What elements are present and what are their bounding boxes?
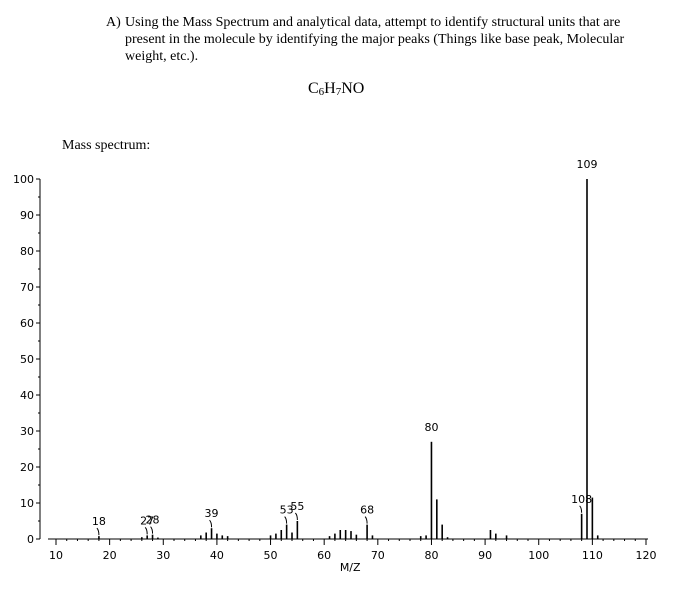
- y-tick-label: 40: [20, 389, 34, 402]
- peak-label-hook: [294, 512, 298, 521]
- x-tick-label: 90: [478, 549, 492, 562]
- peak-label-hook: [364, 516, 368, 524]
- x-tick-label: 30: [156, 549, 170, 562]
- formula-c-count: 6: [318, 86, 325, 98]
- question-block: A) Using the Mass Spectrum and analytica…: [106, 14, 646, 65]
- peak-label: 68: [360, 504, 374, 517]
- molecular-formula: C6H7NO: [308, 80, 364, 98]
- x-tick-label: 100: [528, 549, 549, 562]
- y-tick-label: 100: [13, 173, 34, 186]
- peak-label: 108: [571, 493, 592, 506]
- formula-c: C: [308, 80, 319, 97]
- x-tick-label: 20: [103, 549, 117, 562]
- question-text: Using the Mass Spectrum and analytical d…: [125, 15, 625, 64]
- peak-label: 55: [290, 500, 304, 513]
- y-tick-label: 30: [20, 425, 34, 438]
- x-tick-label: 110: [582, 549, 603, 562]
- spectrum-label: Mass spectrum:: [62, 138, 151, 153]
- peak-label-hook: [209, 519, 213, 528]
- peak-label-hook: [579, 505, 583, 513]
- peak-label: 27: [140, 514, 154, 527]
- peak-label: 109: [577, 158, 598, 171]
- x-tick-label: 40: [210, 549, 224, 562]
- formula-h: H: [324, 80, 336, 97]
- x-axis-title: M/Z: [340, 561, 361, 574]
- x-tick-label: 10: [49, 549, 63, 562]
- y-tick-label: 60: [20, 317, 34, 330]
- x-tick-label: 70: [371, 549, 385, 562]
- x-tick-label: 50: [264, 549, 278, 562]
- x-tick-label: 120: [636, 549, 657, 562]
- y-tick-label: 20: [20, 461, 34, 474]
- formula-rest: NO: [341, 80, 365, 97]
- peak-label-hook: [96, 527, 100, 536]
- x-tick-label: 80: [424, 549, 438, 562]
- question-letter: A): [106, 15, 121, 30]
- y-tick-label: 70: [20, 281, 34, 294]
- peak-label-hook: [150, 526, 154, 534]
- peak-label: 39: [205, 507, 219, 520]
- peak-label: 28: [146, 514, 160, 527]
- peak-label-hook: [284, 516, 288, 524]
- formula-h-count: 7: [335, 86, 342, 98]
- y-tick-label: 80: [20, 245, 34, 258]
- peak-label: 80: [424, 421, 438, 434]
- peak-label: 53: [280, 504, 294, 517]
- y-tick-label: 10: [20, 497, 34, 510]
- y-tick-label: 50: [20, 353, 34, 366]
- x-tick-label: 60: [317, 549, 331, 562]
- peak-label: 18: [92, 515, 106, 528]
- peak-label-hook: [144, 527, 148, 535]
- y-tick-label: 0: [27, 533, 34, 546]
- y-tick-label: 90: [20, 209, 34, 222]
